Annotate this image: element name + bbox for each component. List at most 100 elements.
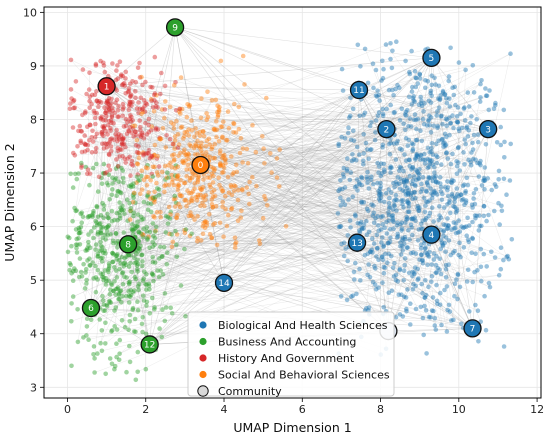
data-point [137,75,143,80]
data-point [125,156,130,161]
data-point [405,107,410,113]
data-point [466,157,471,163]
edge [70,59,407,218]
data-point [426,183,431,188]
data-point [178,178,183,183]
data-point [429,205,435,210]
data-point [160,126,166,131]
edge [397,174,420,234]
data-point [462,162,467,167]
data-point [413,84,419,90]
data-point [151,233,156,239]
edge [231,156,456,199]
legend-label-social: Social And Behavioral Sciences [218,369,390,382]
data-point [452,204,458,210]
edge [347,158,357,187]
data-point [472,269,477,275]
data-point [422,246,428,252]
data-point [447,309,453,314]
data-point [129,158,135,164]
data-point [101,60,106,66]
data-point [119,165,124,171]
data-point [107,299,112,305]
data-point [372,137,378,143]
data-point [124,293,129,299]
data-point [337,186,343,192]
edge [103,199,186,281]
data-point [242,82,247,87]
data-point [84,316,90,322]
data-point [423,292,429,298]
data-point [423,245,428,250]
data-point [393,179,399,185]
data-point [365,272,370,278]
data-point [206,136,212,142]
data-point [134,260,139,265]
data-point [464,279,470,284]
data-point [147,229,153,235]
data-point [99,114,105,120]
data-point [434,298,440,304]
data-point [104,180,110,186]
data-point [137,60,142,66]
data-point [403,220,408,225]
data-point [341,165,347,171]
community-edge [175,27,432,59]
data-point [201,220,206,226]
data-point [113,231,119,237]
data-point [129,114,134,120]
data-point [88,263,93,268]
data-point [368,177,374,183]
data-point [418,153,424,158]
data-point [435,123,441,129]
data-point [122,255,127,261]
community-label: 7 [470,325,476,335]
edge [222,162,437,207]
data-point [487,88,492,93]
edge [202,202,423,294]
data-point [412,215,418,220]
data-point [85,247,90,253]
data-point [443,143,448,149]
data-point [87,256,92,262]
data-point [343,246,349,251]
data-point [356,180,362,185]
edge [170,118,411,215]
data-point [366,186,372,191]
community-edge [174,27,201,166]
edge [93,144,174,239]
edge [219,153,389,244]
data-point [403,109,409,115]
data-point [139,74,144,80]
community-circle [347,233,367,252]
data-point [391,274,397,279]
data-point [391,93,396,98]
data-point [420,218,426,223]
data-point [136,238,141,243]
edge [220,122,234,166]
data-point [430,152,436,157]
data-point [101,207,107,212]
data-point [391,110,397,116]
data-point [425,145,431,151]
data-point [418,189,424,195]
data-point [116,258,122,263]
data-point [463,67,468,73]
community-circle [479,119,498,139]
data-point [189,195,195,201]
data-point [365,147,370,152]
data-point [375,160,380,166]
edge [99,101,225,156]
data-point [104,170,109,175]
data-point [114,253,120,258]
data-point [142,103,147,109]
edge [213,157,412,228]
data-point [468,163,474,168]
data-point [150,195,155,200]
data-point [91,225,97,230]
edge [154,94,454,310]
data-point [94,222,100,228]
data-point [397,266,403,272]
data-point [217,220,223,226]
data-point [184,153,190,158]
